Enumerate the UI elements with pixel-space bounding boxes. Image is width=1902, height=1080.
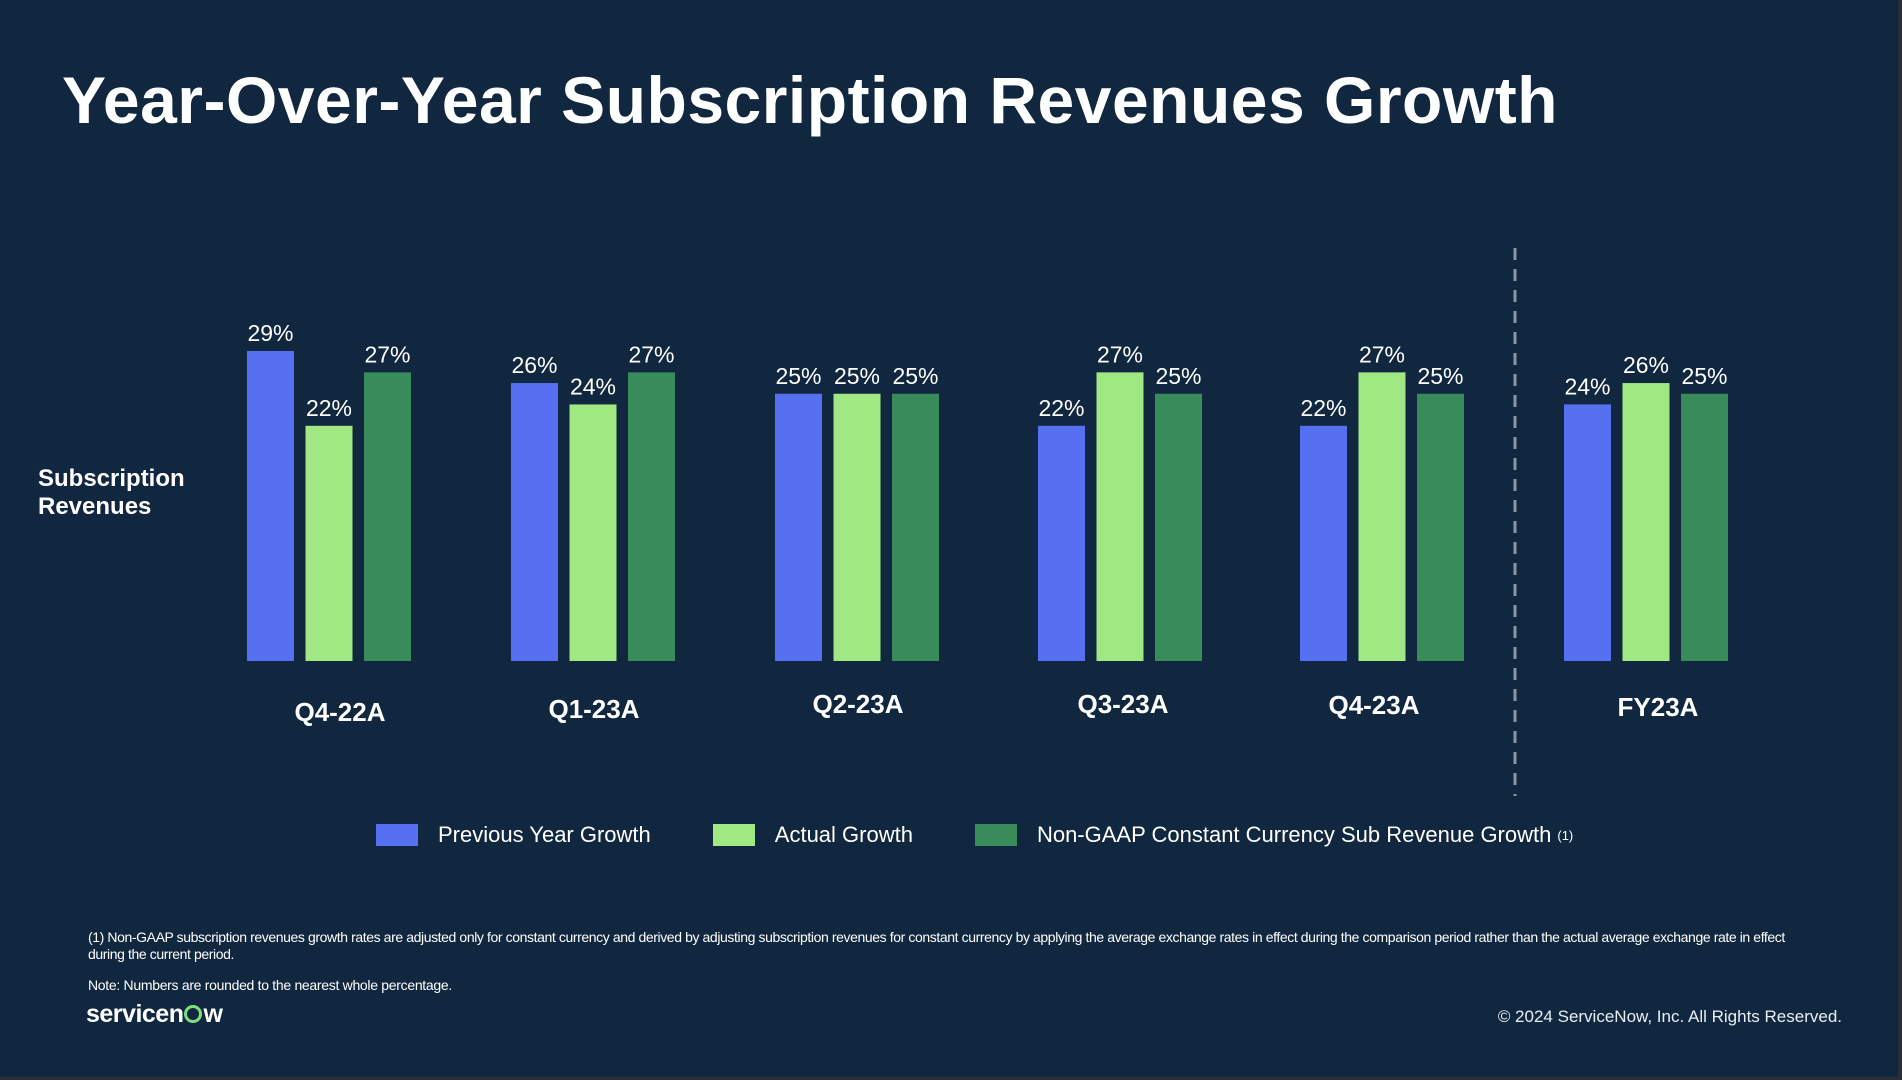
bar-actual-fy23a	[1622, 383, 1670, 661]
data-label-non-gaap-q1-23a: 27%	[628, 341, 674, 367]
bar-previous-year-q4-23a	[1300, 425, 1347, 661]
data-label-actual-q4-22a: 22%	[306, 395, 352, 421]
bar-non-gaap-fy23a	[1681, 393, 1728, 661]
category-label-q4-22a: Q4-22A	[294, 697, 385, 727]
data-label-previous-year-q4-22a: 29%	[247, 320, 293, 346]
bar-non-gaap-q4-22a	[364, 372, 411, 661]
data-label-actual-fy23a: 26%	[1623, 352, 1669, 378]
legend-footnote-marker: (1)	[1557, 827, 1574, 843]
data-label-actual-q4-23a: 27%	[1359, 341, 1405, 367]
bar-previous-year-q1-23a	[511, 383, 558, 661]
bar-previous-year-q2-23a	[775, 393, 822, 661]
bar-previous-year-q4-22a	[247, 350, 294, 661]
data-label-previous-year-q4-23a: 22%	[1300, 395, 1346, 421]
bar-actual-q2-23a	[833, 393, 881, 661]
data-label-actual-q2-23a: 25%	[834, 363, 880, 389]
category-label-q1-23a: Q1-23A	[548, 694, 639, 724]
bar-previous-year-q3-23a	[1038, 425, 1085, 661]
data-label-actual-q3-23a: 27%	[1097, 341, 1143, 367]
bar-non-gaap-q4-23a	[1417, 393, 1464, 661]
page-title: Year-Over-Year Subscription Revenues Gro…	[62, 63, 1558, 137]
bar-actual-q3-23a	[1096, 372, 1144, 661]
copyright: © 2024 ServiceNow, Inc. All Rights Reser…	[1497, 1007, 1842, 1026]
right-edge-divider	[1898, 0, 1902, 1080]
category-label-fy23a: FY23A	[1618, 692, 1699, 722]
legend-label-non-gaap: Non-GAAP Constant Currency Sub Revenue G…	[1036, 822, 1552, 847]
legend-swatch-actual	[712, 824, 755, 846]
legend-swatch-previous-year	[376, 824, 418, 846]
data-label-previous-year-q1-23a: 26%	[511, 352, 557, 378]
legend-item-actual: Actual Growth	[712, 822, 913, 848]
legend-item-non-gaap: Non-GAAP Constant Currency Sub Revenue G…	[974, 822, 1574, 848]
legend-label-previous-year: Previous Year Growth	[438, 822, 651, 847]
logo-text-prefix: servicen	[86, 1000, 184, 1028]
data-label-non-gaap-q4-22a: 27%	[364, 341, 410, 367]
data-label-actual-q1-23a: 24%	[570, 373, 616, 399]
bar-non-gaap-q3-23a	[1155, 393, 1202, 661]
legend-label-actual: Actual Growth	[774, 822, 913, 847]
data-label-non-gaap-q2-23a: 25%	[892, 363, 938, 389]
bar-non-gaap-q2-23a	[892, 393, 939, 661]
footnote: (1) Non-GAAP subscription revenues growt…	[88, 929, 1785, 962]
data-label-previous-year-fy23a: 24%	[1564, 373, 1610, 399]
bar-actual-q4-23a	[1358, 372, 1406, 661]
data-label-previous-year-q2-23a: 25%	[775, 363, 821, 389]
category-label-q4-23a: Q4-23A	[1328, 690, 1419, 720]
legend-swatch-non-gaap	[974, 824, 1017, 846]
row-label: Subscription Revenues	[38, 465, 218, 521]
bar-actual-q1-23a	[569, 404, 617, 661]
data-label-non-gaap-q3-23a: 25%	[1155, 363, 1201, 389]
legend: Previous Year Growth Actual Growth Non-G…	[376, 820, 1573, 850]
data-label-non-gaap-q4-23a: 25%	[1417, 363, 1463, 389]
category-label-q3-23a: Q3-23A	[1077, 689, 1168, 719]
legend-item-previous-year: Previous Year Growth	[376, 822, 651, 848]
bar-non-gaap-q1-23a	[628, 372, 675, 661]
bar-previous-year-fy23a	[1564, 404, 1611, 661]
data-label-non-gaap-fy23a: 25%	[1681, 363, 1727, 389]
row-label-line-1: Subscription	[38, 465, 185, 492]
rounding-note: Note: Numbers are rounded to the nearest…	[88, 977, 452, 993]
logo-o-icon	[184, 1005, 203, 1023]
row-label-line-2: Revenues	[38, 493, 152, 520]
servicenow-logo: servicen w	[86, 1000, 223, 1029]
category-label-q2-23a: Q2-23A	[812, 689, 903, 719]
data-label-previous-year-q3-23a: 22%	[1038, 395, 1084, 421]
logo-text-suffix: w	[203, 1000, 223, 1028]
bar-actual-q4-22a	[305, 425, 353, 661]
bottom-edge-divider	[0, 1077, 1902, 1080]
